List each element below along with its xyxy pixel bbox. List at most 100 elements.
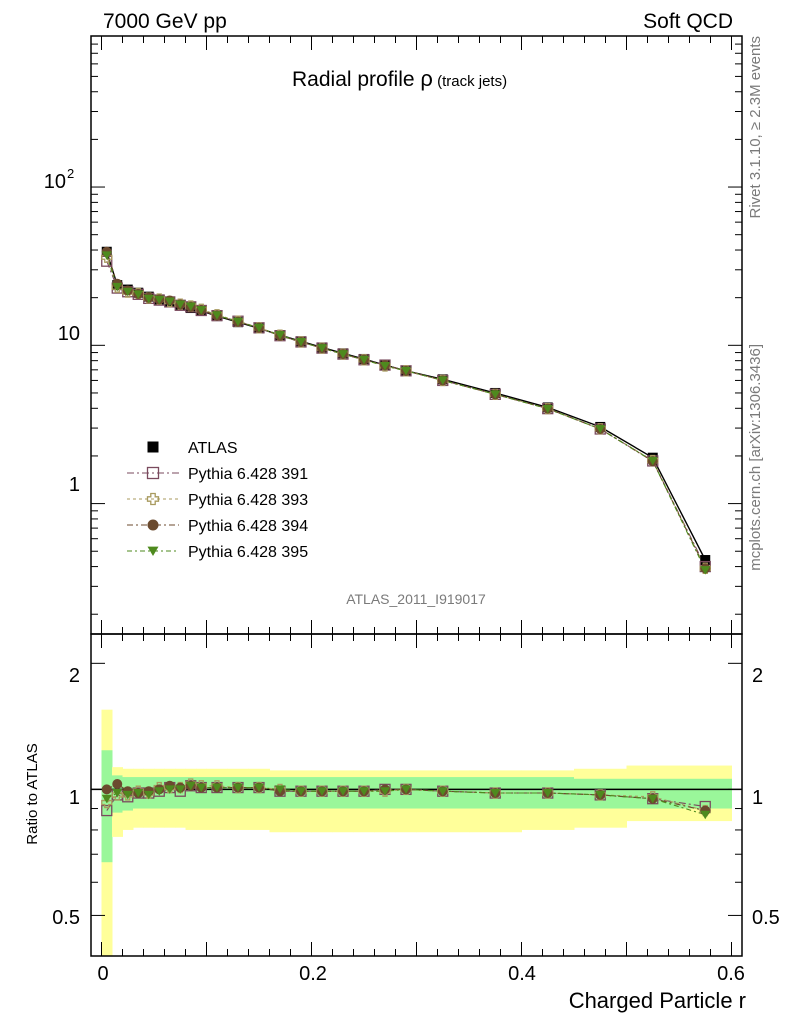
ratio-point-pythia-6-428-395 (254, 783, 264, 793)
ratio-plot-panel: Ratio to ATLAS Charged Particle r 2 1 0.… (24, 633, 780, 1013)
main-point-pythia-6-428-395 (133, 290, 144, 299)
main-point-pythia-6-428-395 (317, 344, 327, 353)
ratio-point-pythia-6-428-395 (296, 787, 306, 796)
ratio-y-tick-05-right: 0.5 (752, 907, 780, 929)
ratio-point-pythia-6-428-395 (401, 785, 411, 794)
main-point-atlas (700, 555, 711, 566)
main-point-pythia-6-428-395 (437, 376, 448, 385)
ratio-y-tick-2-left: 2 (69, 665, 80, 687)
title-subscript: (track jets) (433, 73, 507, 90)
ratio-point-pythia-6-428-395 (700, 810, 711, 820)
ratio-point-pythia-6-428-395 (133, 789, 144, 798)
legend-marker (147, 519, 159, 531)
x-tick-label-0.2: 0.2 (299, 963, 327, 985)
ratio-point-pythia-6-428-395 (112, 789, 123, 798)
main-plot-ticks (91, 35, 742, 634)
ratio-band-green (185, 777, 197, 809)
main-point-pythia-6-428-395 (122, 287, 133, 297)
x-tick-label-0: 0 (97, 963, 108, 985)
main-point-pythia-6-428-395 (296, 337, 306, 347)
main-point-pythia-6-428-395 (595, 424, 606, 434)
main-point-pythia-6-428-395 (212, 311, 222, 320)
main-point-pythia-6-428-395 (700, 566, 711, 575)
main-point-pythia-6-428-395 (185, 302, 196, 311)
main-point-pythia-6-428-395 (112, 282, 123, 292)
main-point-pythia-6-428-395 (254, 323, 264, 333)
ratio-plot-series (91, 778, 742, 820)
ratio-point-pythia-6-428-395 (196, 783, 207, 793)
ratio-point-pythia-6-428-395 (101, 794, 112, 804)
ratio-point-pythia-6-428-395 (542, 789, 553, 798)
ratio-point-pythia-6-428-395 (338, 787, 348, 796)
ratio-point-pythia-6-428-395 (380, 787, 390, 796)
legend-label: ATLAS (188, 440, 238, 457)
y-tick-label-1: 1 (69, 474, 80, 496)
legend-label: Pythia 6.428 395 (188, 544, 308, 561)
y-tick-label-100-base: 10 (44, 171, 66, 193)
y-tick-label-10: 10 (58, 323, 80, 345)
main-point-pythia-6-428-395 (164, 297, 175, 307)
ratio-point-pythia-6-428-395 (359, 787, 369, 796)
ratio-point-pythia-6-428-395 (154, 787, 165, 796)
x-tick-labels: 0 0.2 0.4 0.6 (97, 963, 744, 985)
ratio-point-pythia-6-428-395 (490, 789, 501, 798)
main-point-pythia-6-428-395 (359, 355, 369, 365)
ratio-y-tick-1-right: 1 (752, 787, 763, 809)
legend-label: Pythia 6.428 393 (188, 492, 308, 509)
legend-label: Pythia 6.428 394 (188, 518, 308, 535)
y-tick-label-100: 10 (44, 171, 66, 193)
main-point-pythia-6-428-395 (542, 404, 553, 414)
legend-marker (146, 492, 160, 506)
legend-marker (146, 466, 160, 480)
legend: ATLAS Pythia 6.428 391 Pythia 6.428 393 Pyt… (127, 440, 308, 561)
mcplots-source-label: mcplots.cern.ch [arXiv:1306.3436] (747, 344, 764, 571)
ratio-y-tick-05-left: 0.5 (52, 907, 80, 929)
ratio-point-pythia-6-428-395 (212, 783, 222, 793)
ratio-plot-frame (90, 633, 743, 957)
legend-marker (147, 441, 159, 453)
ratio-point-pythia-6-428-395 (122, 790, 133, 800)
ratio-point-pythia-6-428-395 (317, 787, 327, 796)
main-point-pythia-6-428-395 (196, 306, 207, 315)
rivet-version-label: Rivet 3.1.10, ≥ 2.3M events (747, 36, 764, 219)
main-point-pythia-6-428-395 (490, 390, 501, 399)
ratio-point-pythia-6-428-395 (164, 785, 175, 794)
ratio-point-pythia-6-428-395 (185, 781, 196, 791)
ratio-point-pythia-6-428-395 (647, 794, 658, 804)
x-tick-label-0.6: 0.6 (717, 963, 745, 985)
main-plot-series (101, 246, 711, 575)
ratio-y-axis-label: Ratio to ATLAS (24, 743, 41, 844)
main-point-pythia-6-428-395 (175, 300, 186, 310)
main-point-pythia-6-428-395 (233, 317, 243, 327)
ratio-band-green (101, 750, 113, 863)
ratio-point-pythia-6-428-394 (112, 778, 123, 789)
main-point-pythia-6-428-395 (338, 350, 348, 359)
title-rho-symbol: ρ (420, 66, 433, 91)
ratio-point-pythia-6-428-394 (101, 784, 112, 795)
main-point-pythia-6-428-395 (380, 362, 390, 371)
legend-label: Pythia 6.428 391 (188, 466, 308, 483)
ratio-series-line (106, 783, 706, 812)
ratio-point-pythia-6-428-395 (143, 790, 154, 800)
ratio-point-pythia-6-428-393 (101, 796, 113, 809)
main-point-pythia-6-428-395 (154, 295, 165, 305)
ratio-uncertainty-bands (101, 709, 732, 956)
ratio-point-pythia-6-428-395 (233, 783, 243, 793)
main-point-pythia-6-428-395 (101, 251, 112, 260)
ratio-y-tick-1-left: 1 (69, 787, 80, 809)
main-plot-panel: Radial profile ρ (track jets) ATLAS_2011… (44, 35, 743, 635)
legend-marker (147, 546, 159, 556)
x-tick-label-0.4: 0.4 (508, 963, 536, 985)
ratio-point-pythia-6-428-395 (175, 785, 186, 794)
y-tick-label-100-exponent: 2 (67, 166, 74, 181)
ratio-point-pythia-6-428-395 (437, 787, 448, 796)
ratio-point-pythia-6-428-395 (275, 785, 285, 794)
ratio-point-pythia-6-428-395 (595, 790, 606, 800)
main-point-pythia-6-428-395 (143, 294, 154, 304)
x-axis-label: Charged Particle r (569, 988, 746, 1013)
analysis-id-label: ATLAS_2011_I919017 (346, 591, 486, 607)
header-category-label: Soft QCD (643, 10, 733, 33)
ratio-y-tick-labels: 2 1 0.5 2 1 0.5 (52, 665, 780, 929)
main-plot-title: Radial profile ρ (track jets) (292, 66, 507, 91)
